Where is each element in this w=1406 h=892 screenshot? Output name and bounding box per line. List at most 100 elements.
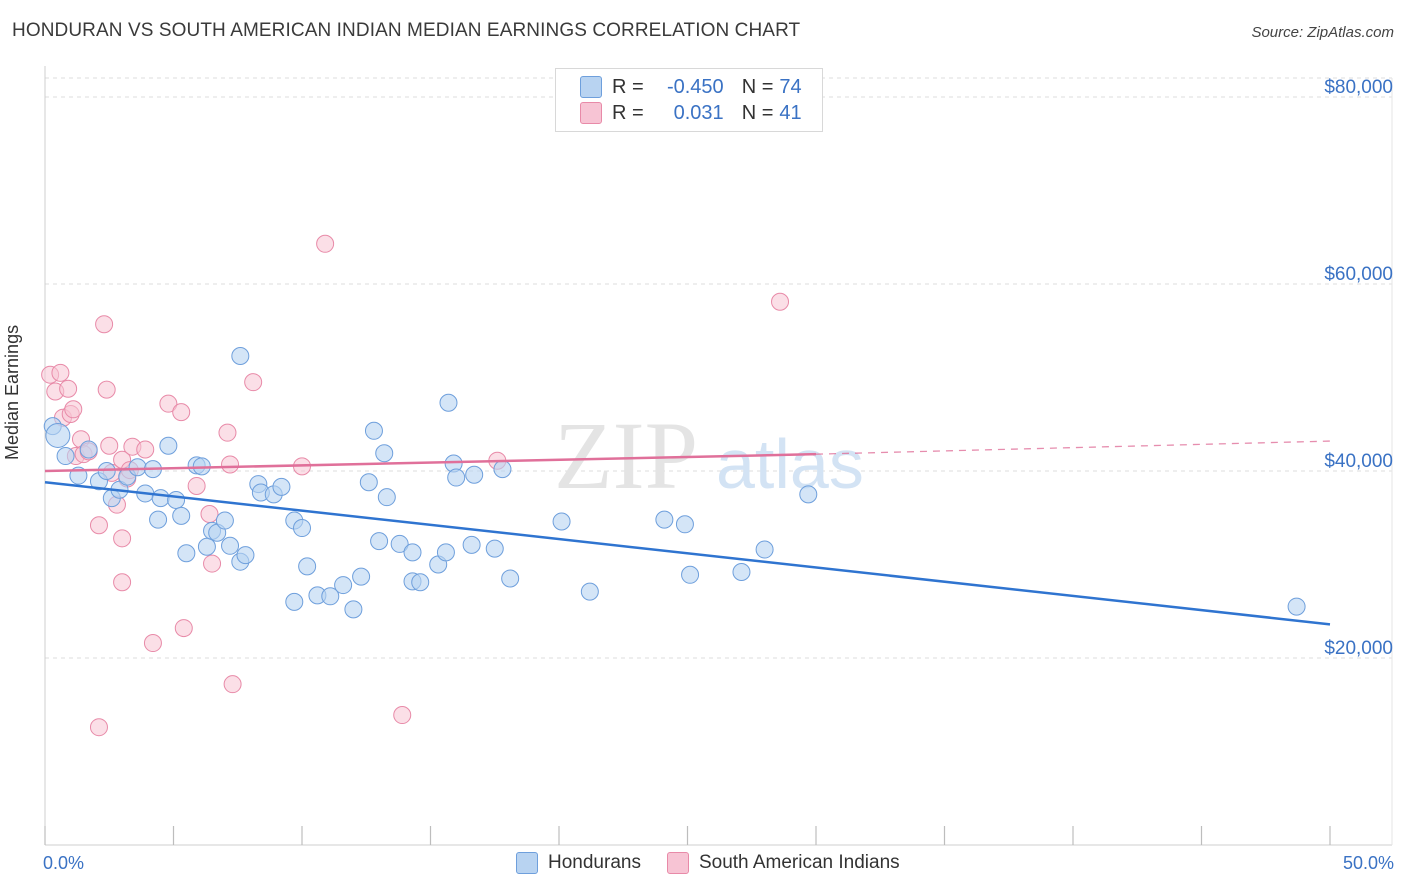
data-point-south-american-indian <box>223 675 242 694</box>
y-axis-label: Median Earnings <box>2 324 22 460</box>
data-point-south-american-indian <box>100 436 119 455</box>
data-point-honduran <box>221 536 240 555</box>
legend-n-value: 74 <box>779 75 802 98</box>
data-point-honduran <box>167 490 186 509</box>
gridlines <box>45 77 1392 659</box>
data-point-south-american-indian <box>89 516 108 535</box>
legend-item-hondurans[interactable]: Hondurans <box>516 852 641 874</box>
data-point-south-american-indian <box>143 634 162 653</box>
series-legend: Hondurans South American Indians <box>516 852 926 874</box>
axes <box>44 66 1393 846</box>
legend-swatch-hondurans <box>580 76 602 98</box>
legend-row-south-american-indians: R = 0.031 N = 41 <box>580 101 802 125</box>
data-point-south-american-indian <box>95 315 114 334</box>
data-point-honduran <box>159 436 178 455</box>
data-point-honduran <box>79 440 98 459</box>
data-point-honduran <box>465 465 484 484</box>
data-point-honduran <box>411 573 430 592</box>
x-tick-label-max: 50.0% <box>1343 853 1394 873</box>
data-point-honduran <box>151 489 170 508</box>
data-point-south-american-indian <box>771 292 790 311</box>
data-point-south-american-indian <box>203 554 222 573</box>
data-point-honduran <box>236 546 255 565</box>
data-point-honduran <box>298 557 317 576</box>
trend-lines <box>44 440 1331 626</box>
data-point-honduran <box>377 488 396 507</box>
data-point-honduran <box>272 477 291 496</box>
data-point-honduran <box>1287 597 1306 616</box>
trend-line-south-american-indians-extrapolated <box>815 440 1331 455</box>
data-point-honduran <box>172 506 191 525</box>
data-point-honduran <box>128 458 147 477</box>
y-tick-label: $60,000 <box>1324 264 1393 285</box>
data-point-south-american-indian <box>172 403 191 422</box>
legend-r-label: R = <box>612 75 644 98</box>
data-point-honduran <box>352 567 371 586</box>
data-point-honduran <box>447 468 466 487</box>
legend-item-south-american-indians[interactable]: South American Indians <box>666 852 900 874</box>
series-hondurans <box>43 346 1306 619</box>
data-point-honduran <box>485 539 504 558</box>
data-point-south-american-indian <box>97 380 116 399</box>
y-tick-label: $40,000 <box>1324 451 1393 472</box>
legend-label-south-american-indians: South American Indians <box>698 852 900 873</box>
data-point-honduran <box>552 512 571 531</box>
data-point-honduran <box>799 485 818 504</box>
tick-labels: $20,000 $40,000 $60,000 $80,000 0.0% 50.0% <box>43 77 1394 873</box>
legend-row-hondurans: R = -0.450 N = 74 <box>580 75 802 99</box>
legend-n-label: N = <box>741 75 774 98</box>
data-point-south-american-indian <box>187 476 206 495</box>
data-point-honduran <box>56 447 75 466</box>
legend-swatch-south-american-indians <box>666 852 689 874</box>
watermark-zip: ZIP <box>554 402 698 509</box>
legend-swatch-south-american-indians <box>580 102 602 124</box>
legend-label-hondurans: Hondurans <box>548 852 641 873</box>
y-tick-label: $20,000 <box>1324 638 1393 659</box>
data-point-honduran <box>285 592 304 611</box>
legend-n-label: N = <box>741 101 774 124</box>
data-point-south-american-indian <box>393 706 412 725</box>
y-tick-label: $80,000 <box>1324 77 1393 98</box>
legend-r-label: R = <box>612 101 644 124</box>
watermark-atlas: atlas <box>716 425 864 503</box>
data-point-honduran <box>675 515 694 534</box>
chart-title: HONDURAN VS SOUTH AMERICAN INDIAN MEDIAN… <box>12 20 801 41</box>
data-point-south-american-indian <box>221 455 240 474</box>
data-point-honduran <box>493 460 512 479</box>
trend-line-south-american-indians <box>44 452 817 473</box>
data-point-south-american-indian <box>51 363 70 382</box>
data-point-honduran <box>580 582 599 601</box>
data-point-honduran <box>177 544 196 563</box>
legend-r-value: 0.031 <box>673 101 724 124</box>
data-point-honduran <box>197 537 216 556</box>
data-point-south-american-indian <box>64 400 83 419</box>
data-point-honduran <box>45 422 71 448</box>
data-point-honduran <box>321 587 340 606</box>
data-point-honduran <box>375 444 394 463</box>
legend-swatch-hondurans <box>516 852 538 874</box>
data-point-honduran <box>732 562 751 581</box>
data-point-honduran <box>755 540 774 559</box>
data-point-south-american-indian <box>218 423 237 442</box>
data-point-honduran <box>403 543 422 562</box>
data-point-south-american-indian <box>244 373 263 392</box>
data-point-honduran <box>215 511 234 530</box>
legend-r-value: -0.450 <box>666 75 724 98</box>
data-point-south-american-indian <box>200 505 219 524</box>
data-point-honduran <box>293 519 311 538</box>
data-point-south-american-indian <box>89 718 108 737</box>
data-point-honduran <box>436 543 455 562</box>
data-point-south-american-indian <box>113 529 132 548</box>
data-point-south-american-indian <box>59 379 78 398</box>
data-point-south-american-indian <box>113 573 132 592</box>
data-point-honduran <box>231 346 250 365</box>
trend-line-hondurans <box>44 480 1331 626</box>
legend-n-value: 41 <box>779 101 802 124</box>
data-point-honduran <box>364 421 383 440</box>
source-label: Source: ZipAtlas.com <box>1251 24 1394 41</box>
data-point-honduran <box>655 510 674 529</box>
data-point-honduran <box>681 565 700 584</box>
data-point-south-american-indian <box>159 394 178 413</box>
data-point-south-american-indian <box>136 440 155 459</box>
